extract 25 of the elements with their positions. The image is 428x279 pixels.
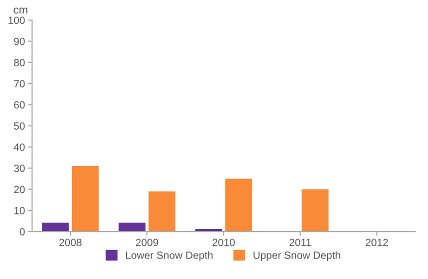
y-tick-label: 60: [14, 101, 25, 109]
bar: [148, 191, 176, 232]
bar: [225, 178, 252, 232]
y-tick-label: 0: [20, 228, 25, 236]
y-tick-label: 40: [14, 143, 25, 151]
bar: [118, 222, 146, 232]
y-tick-label: 70: [14, 80, 25, 88]
legend-label: Upper Snow Depth: [254, 251, 340, 261]
y-tick-label: 80: [14, 58, 25, 66]
x-tick-label: 2010: [212, 238, 235, 246]
y-tick-label: 100: [8, 16, 25, 24]
y-tick-label: 90: [14, 38, 25, 46]
x-tick-label: 2009: [136, 238, 158, 246]
y-tick-label: 20: [14, 186, 25, 194]
bar: [72, 166, 99, 232]
y-tick-label: 50: [14, 122, 25, 130]
bar: [302, 189, 329, 232]
x-tick-label: 2011: [290, 238, 311, 246]
legend-label: Lower Snow Depth: [126, 251, 213, 261]
x-tick-label: 2008: [59, 238, 82, 246]
bar: [42, 222, 69, 232]
y-tick-label: 10: [14, 206, 25, 214]
y-tick-label: 30: [14, 164, 25, 172]
y-axis-title: cm: [14, 8, 28, 14]
x-tick-label: 2012: [366, 238, 388, 246]
